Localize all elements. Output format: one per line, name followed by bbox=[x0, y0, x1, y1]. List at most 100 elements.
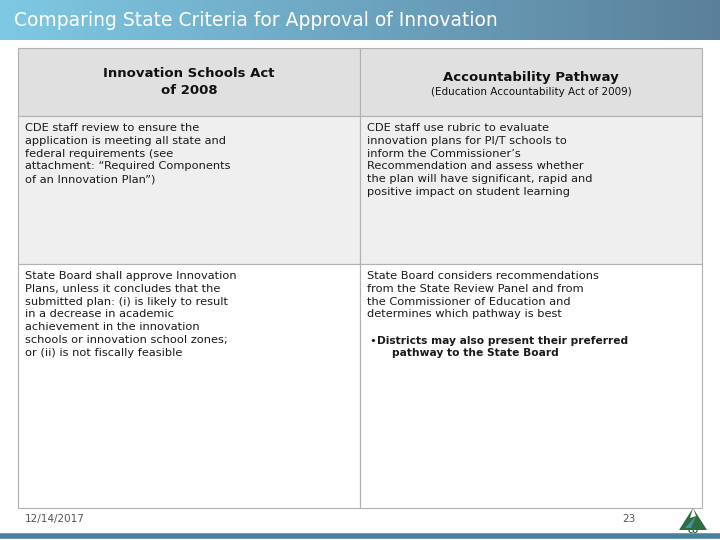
Bar bbox=[192, 0, 195, 40]
Bar bbox=[490, 0, 493, 40]
Bar bbox=[497, 0, 500, 40]
Bar bbox=[358, 0, 361, 40]
Bar bbox=[94, 0, 97, 40]
Bar bbox=[564, 0, 567, 40]
Bar bbox=[643, 0, 647, 40]
Bar bbox=[391, 0, 395, 40]
Bar bbox=[146, 0, 150, 40]
Bar bbox=[675, 0, 678, 40]
Bar bbox=[646, 0, 649, 40]
Bar bbox=[58, 0, 61, 40]
Bar bbox=[240, 0, 243, 40]
Bar bbox=[619, 0, 623, 40]
Bar bbox=[506, 0, 510, 40]
Bar bbox=[446, 0, 450, 40]
Bar bbox=[499, 0, 503, 40]
Bar bbox=[233, 0, 236, 40]
Bar bbox=[593, 0, 596, 40]
Bar bbox=[264, 0, 267, 40]
Bar bbox=[470, 0, 474, 40]
Bar bbox=[12, 0, 15, 40]
Bar bbox=[355, 0, 359, 40]
Bar bbox=[408, 0, 411, 40]
Bar bbox=[331, 0, 335, 40]
Bar bbox=[600, 0, 603, 40]
Bar bbox=[581, 0, 584, 40]
Bar bbox=[711, 0, 714, 40]
Text: •: • bbox=[369, 335, 376, 346]
Bar bbox=[583, 0, 587, 40]
Bar bbox=[158, 0, 162, 40]
Bar bbox=[526, 0, 529, 40]
Polygon shape bbox=[685, 516, 696, 528]
Bar bbox=[401, 0, 404, 40]
Bar bbox=[427, 0, 431, 40]
Bar bbox=[420, 0, 423, 40]
Bar bbox=[101, 0, 104, 40]
Bar bbox=[132, 0, 135, 40]
Text: 23: 23 bbox=[622, 514, 635, 524]
Bar bbox=[137, 0, 140, 40]
Bar bbox=[243, 0, 246, 40]
Bar bbox=[319, 0, 323, 40]
Bar bbox=[698, 0, 702, 40]
Bar bbox=[518, 0, 522, 40]
Bar bbox=[338, 0, 342, 40]
Bar bbox=[703, 0, 706, 40]
Bar bbox=[74, 0, 78, 40]
Bar bbox=[53, 0, 56, 40]
Bar bbox=[552, 0, 555, 40]
Bar bbox=[691, 0, 695, 40]
Bar bbox=[261, 0, 265, 40]
Bar bbox=[629, 0, 632, 40]
Bar bbox=[307, 0, 310, 40]
Bar bbox=[343, 0, 346, 40]
Bar bbox=[492, 0, 495, 40]
Bar bbox=[403, 0, 407, 40]
Bar bbox=[168, 0, 171, 40]
Bar bbox=[135, 0, 138, 40]
Bar bbox=[477, 0, 481, 40]
Bar bbox=[252, 0, 256, 40]
Bar bbox=[173, 0, 176, 40]
Bar bbox=[425, 0, 428, 40]
Text: Districts may also present their preferred
    pathway to the State Board: Districts may also present their preferr… bbox=[377, 335, 628, 358]
Bar bbox=[194, 0, 198, 40]
Bar bbox=[279, 0, 282, 40]
Bar bbox=[235, 0, 238, 40]
Bar bbox=[41, 0, 44, 40]
Bar bbox=[7, 0, 11, 40]
Bar bbox=[67, 0, 71, 40]
Bar bbox=[653, 0, 656, 40]
Bar bbox=[559, 0, 562, 40]
Bar bbox=[621, 0, 625, 40]
Bar bbox=[574, 0, 577, 40]
Bar bbox=[372, 0, 375, 40]
Bar bbox=[81, 0, 85, 40]
Bar bbox=[473, 0, 476, 40]
Bar bbox=[351, 0, 354, 40]
Bar bbox=[84, 0, 87, 40]
Bar bbox=[569, 0, 572, 40]
Bar bbox=[113, 0, 116, 40]
Bar bbox=[542, 0, 546, 40]
Bar bbox=[441, 0, 445, 40]
Bar bbox=[423, 0, 426, 40]
Bar bbox=[269, 0, 272, 40]
Bar bbox=[715, 0, 719, 40]
Bar bbox=[614, 0, 618, 40]
Bar bbox=[91, 0, 94, 40]
Bar bbox=[679, 0, 683, 40]
Bar bbox=[528, 0, 531, 40]
Bar bbox=[70, 0, 73, 40]
Bar bbox=[187, 0, 191, 40]
Bar bbox=[276, 0, 279, 40]
Bar bbox=[463, 0, 467, 40]
Bar bbox=[535, 0, 539, 40]
Bar bbox=[624, 0, 627, 40]
Bar bbox=[34, 0, 37, 40]
Bar bbox=[665, 0, 668, 40]
Bar bbox=[214, 0, 217, 40]
Bar bbox=[79, 0, 83, 40]
Bar bbox=[14, 0, 18, 40]
